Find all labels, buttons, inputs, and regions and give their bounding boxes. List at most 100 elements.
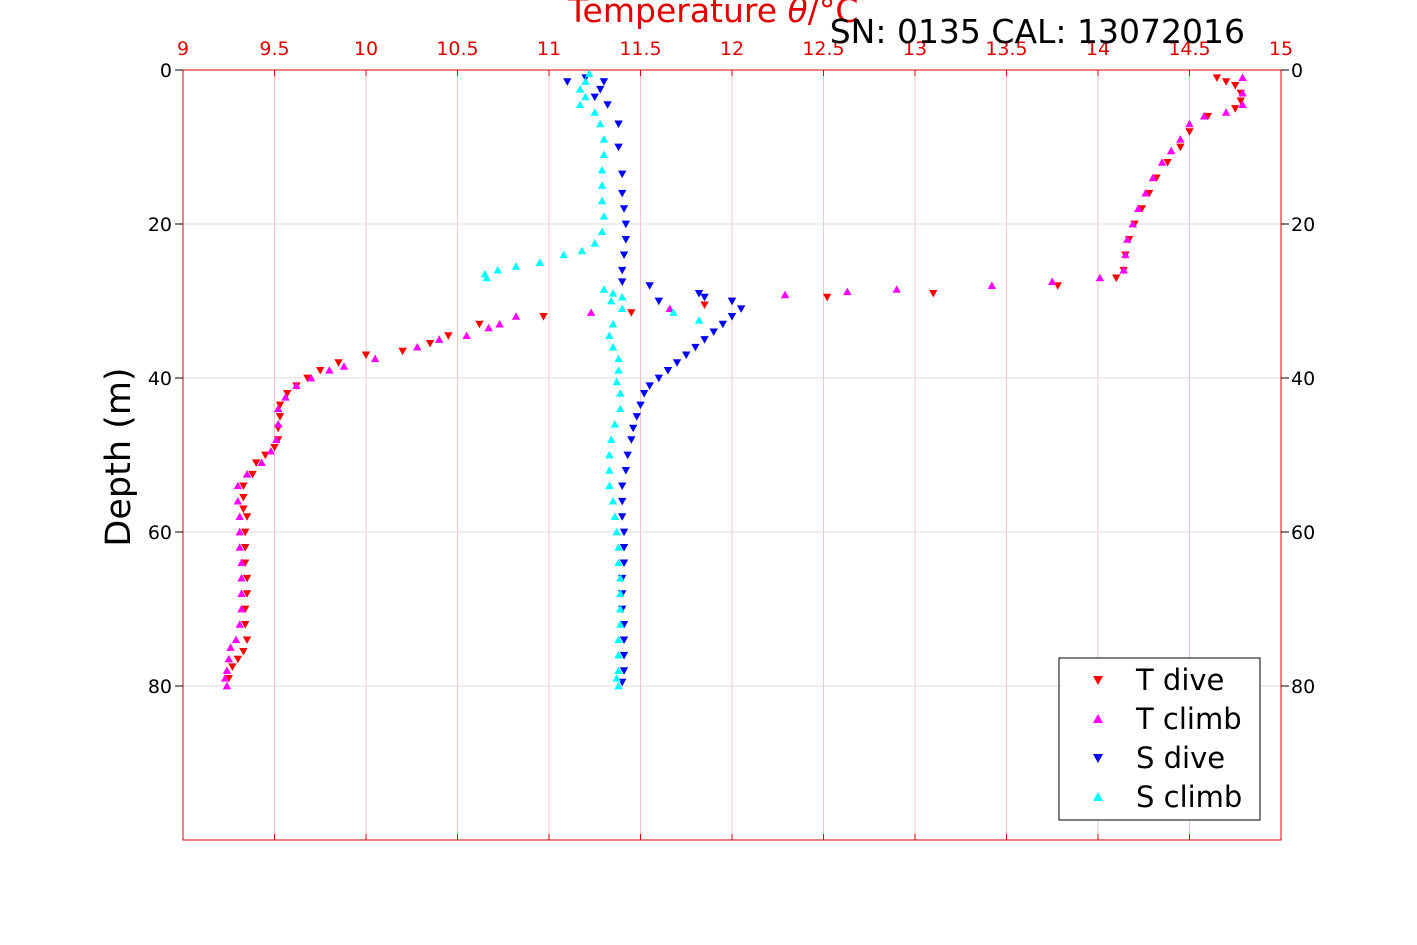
data-point [627,436,636,444]
data-point [1128,219,1137,228]
data-point [272,435,281,443]
x-tick-label: 10.5 [436,38,478,60]
data-point [1134,204,1143,212]
data-point [614,543,623,551]
x-tick-label: 13.5 [985,38,1027,60]
data-point [239,493,248,502]
data-point [283,390,292,398]
data-point [1167,146,1176,155]
data-point [241,559,250,567]
data-point [929,289,938,298]
data-point [616,604,625,613]
data-point [237,574,246,582]
data-point [235,527,244,536]
grid [183,70,1281,840]
data-point [1095,273,1105,282]
data-point [1163,159,1172,167]
data-point [1238,73,1247,82]
series-t-dive [224,74,1245,683]
data-point [252,459,261,467]
data-point [654,297,663,306]
data-point [242,574,252,583]
data-point [325,366,334,374]
data-point [621,467,631,475]
data-point [727,313,737,321]
data-point [700,293,709,302]
data-point [575,85,585,93]
data-point [1137,205,1147,213]
data-point [822,293,832,302]
axis-ticks: 9 9.5 10 10.5 11 11.5 12 12.5 13 13.5 14 14.5 150 020… [148,38,1315,840]
data-point [1231,105,1240,113]
data-point [639,390,649,398]
data-point [231,635,241,644]
data-point [627,309,636,317]
data-point [1048,277,1057,286]
data-point [495,319,504,328]
data-point [242,470,252,478]
data-point [618,189,627,198]
data-point [1148,173,1158,182]
data-point [597,181,607,189]
data-point [843,287,852,296]
data-point [605,450,614,459]
x-tick-label: 11.5 [619,38,661,60]
data-point [1203,112,1212,121]
chart-title-left: Temperature θ/°C [567,0,858,30]
data-point [242,513,252,521]
data-point [1221,78,1231,86]
data-point [599,135,609,143]
x-tick-label: 9 [177,38,189,60]
data-point [1221,108,1231,116]
data-point [511,262,521,270]
data-point [233,481,243,490]
data-point [563,78,572,86]
data-point [619,544,629,552]
chart-title-right: SN: 0135 CAL: 13072016 [830,12,1245,51]
data-point [605,331,614,340]
data-point [616,589,625,597]
data-point [614,120,623,129]
legend-marker [1093,792,1103,801]
data-point [610,512,620,520]
data-point [1141,189,1150,197]
data-point [239,647,248,656]
data-point [1152,174,1161,182]
data-point [619,667,629,675]
data-point [780,290,790,299]
data-point [618,304,627,313]
data-point [619,205,629,213]
data-point [398,347,407,356]
legend-marker [1093,714,1103,723]
data-point [672,359,682,367]
data-point [1212,74,1222,82]
data-point [619,636,629,644]
x-tick-label: 13 [903,38,927,60]
data-point [590,108,599,116]
data-point [618,513,627,521]
data-point [241,621,250,629]
data-point [1176,143,1185,152]
data-point [619,251,629,259]
x-tick-label: 12.5 [802,38,844,60]
legend-label: S dive [1136,741,1225,775]
data-point [334,359,343,367]
x-tick-label: 10 [354,38,378,60]
data-point [292,381,301,390]
data-point [632,413,642,421]
y-tick-label-left: 60 [148,522,172,544]
legend: T dive T climb S dive S climb [1058,657,1261,821]
data-point [435,335,444,343]
data-point [614,681,623,690]
data-point [224,654,233,663]
x-tick-label: 11 [537,38,561,60]
data-point [585,69,594,78]
data-point [242,636,252,644]
legend-label: T dive [1135,663,1224,697]
y-tick-label-left: 40 [148,368,172,390]
data-point [1199,112,1209,120]
data-point [608,319,618,328]
x-tick-label: 9.5 [259,38,289,60]
data-point [241,605,250,614]
